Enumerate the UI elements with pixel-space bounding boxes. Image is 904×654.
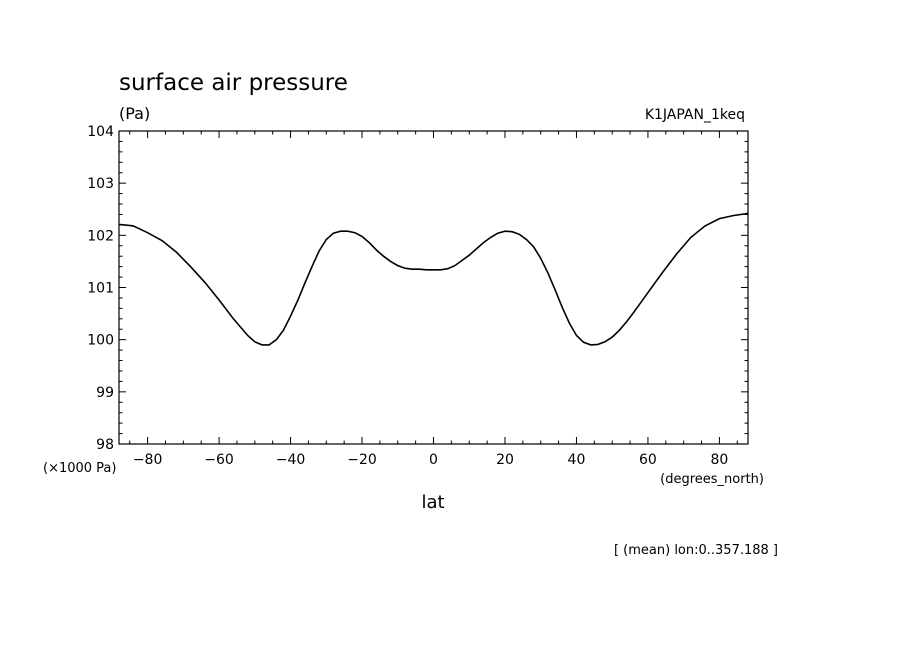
plot-frame <box>118 130 749 445</box>
x-axis-label: lat <box>421 492 444 513</box>
y-units-label: (Pa) <box>119 104 150 123</box>
x-axis-ticks <box>129 131 738 444</box>
x-tick-label: 40 <box>568 452 586 468</box>
series-line <box>118 212 749 346</box>
y-scale-note: (×1000 Pa) <box>43 461 116 476</box>
y-tick-label: 104 <box>87 124 114 140</box>
y-tick-label: 103 <box>87 176 114 192</box>
x-tick-label: −40 <box>276 452 306 468</box>
y-tick-label: 102 <box>87 228 114 244</box>
x-tick-label: 0 <box>429 452 438 468</box>
x-tick-label: −60 <box>204 452 234 468</box>
y-axis-tick-labels: 98 99 100 101 102 103 104 <box>87 124 114 453</box>
chart-title: surface air pressure <box>119 70 348 96</box>
y-axis-ticks <box>119 130 748 445</box>
x-tick-label: 20 <box>496 452 514 468</box>
x-units-label: (degrees_north) <box>660 472 764 487</box>
x-tick-label: −80 <box>133 452 163 468</box>
dataset-label: K1JAPAN_1keq <box>645 107 745 123</box>
x-tick-label: 60 <box>639 452 657 468</box>
x-tick-label: −20 <box>347 452 377 468</box>
y-tick-label: 100 <box>87 333 114 349</box>
footnote: [ (mean) lon:0..357.188 ] <box>614 543 778 558</box>
x-tick-label: 80 <box>710 452 728 468</box>
y-tick-label: 98 <box>96 437 114 453</box>
x-axis-tick-labels: −80 −60 −40 −20 0 20 40 60 80 <box>133 452 729 468</box>
y-tick-label: 99 <box>96 385 114 401</box>
y-tick-label: 101 <box>87 281 114 297</box>
